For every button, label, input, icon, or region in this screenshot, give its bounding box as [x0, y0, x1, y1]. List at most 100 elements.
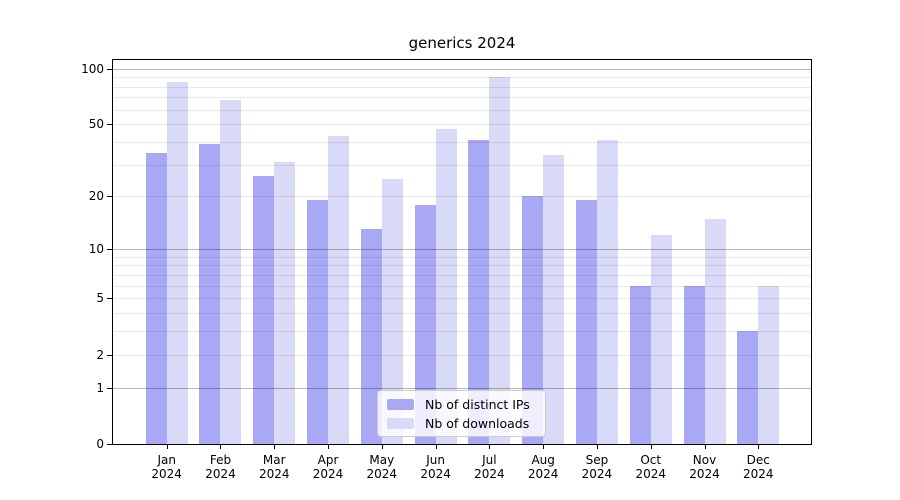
month-label: Dec: [746, 453, 770, 467]
bar-distinct-ips-dec: [737, 331, 759, 444]
x-tick-label-apr: Apr 2024: [300, 453, 356, 481]
x-tick-label-oct: Oct 2024: [623, 453, 679, 481]
month-label: May: [369, 453, 395, 467]
bar-downloads-aug: [543, 154, 565, 444]
gridline-major: [113, 68, 811, 70]
bar-distinct-ips-sep: [575, 200, 597, 444]
month-label: Jan: [157, 453, 176, 467]
month-label: Sep: [585, 453, 609, 467]
bar-distinct-ips-jun: [414, 204, 436, 444]
x-tick-mark-sep: [597, 445, 598, 449]
y-tick-label-1: 1: [96, 380, 104, 395]
year-label: 2024: [689, 467, 720, 481]
gridline-minor: [113, 196, 811, 198]
legend-label-distinct-ips: Nb of distinct IPs: [425, 396, 530, 412]
plot-area: Nb of distinct IPs Nb of downloads: [112, 59, 812, 445]
year-label: 2024: [527, 467, 559, 481]
x-tick-label-may: May 2024: [354, 453, 410, 481]
x-tick-mark-dec: [758, 445, 759, 449]
bar-distinct-ips-nov: [683, 285, 705, 444]
y-tick-label-10: 10: [88, 242, 104, 256]
x-tick-label-jan: Jan 2024: [139, 453, 195, 481]
year-label: 2024: [258, 467, 290, 481]
x-tick-mark-oct: [651, 445, 652, 449]
gridline-major: [113, 249, 811, 250]
legend-swatch-distinct-ips: [387, 398, 414, 410]
bar-distinct-ips-oct: [629, 285, 651, 444]
bar-downloads-dec: [758, 285, 780, 444]
year-label: 2024: [635, 467, 666, 481]
gridline-minor: [113, 354, 811, 356]
bar-distinct-ips-mar: [253, 175, 275, 444]
bar-distinct-ips-aug: [522, 196, 544, 444]
y-tick-label-100: 100: [81, 61, 104, 76]
x-tick-label-nov: Nov 2024: [677, 453, 733, 481]
x-tick-label-mar: Mar 2024: [246, 453, 302, 481]
bar-distinct-ips-jan: [145, 152, 167, 444]
bar-distinct-ips-jul: [468, 140, 490, 444]
y-tick-label-0: 0: [96, 437, 104, 451]
x-tick-mark-mar: [274, 445, 275, 449]
bar-downloads-mar: [274, 162, 296, 444]
y-tick-mark-20: [107, 196, 112, 198]
x-tick-label-jul: Jul 2024: [461, 453, 517, 481]
month-label: Jun: [426, 453, 445, 467]
y-tick-label-5: 5: [96, 291, 104, 306]
y-tick-label-50: 50: [88, 117, 104, 132]
gridline-major: [113, 387, 811, 389]
x-tick-mark-jan: [167, 445, 168, 449]
legend-label-downloads: Nb of downloads: [425, 415, 530, 431]
y-tick-mark-2: [107, 354, 112, 356]
month-label: Mar: [262, 453, 286, 467]
bar-downloads-feb: [220, 99, 242, 444]
bar-distinct-ips-may: [360, 229, 382, 444]
y-tick-mark-1: [107, 387, 112, 389]
legend-item-downloads: Nb of downloads: [387, 417, 536, 430]
year-label: 2024: [312, 467, 344, 481]
x-tick-mark-aug: [543, 445, 544, 449]
x-tick-mark-nov: [705, 445, 706, 449]
y-tick-mark-0: [107, 444, 112, 445]
year-label: 2024: [420, 467, 451, 481]
gridline-minor: [113, 298, 811, 300]
month-label: Apr: [317, 453, 339, 467]
year-label: 2024: [151, 467, 182, 481]
gridline-minor: [113, 86, 811, 88]
gridline-minor: [113, 97, 811, 99]
month-label: Feb: [209, 453, 232, 467]
y-tick-mark-100: [107, 68, 112, 70]
bar-downloads-oct: [650, 235, 672, 444]
x-tick-mark-jul: [489, 445, 490, 449]
legend: Nb of distinct IPs Nb of downloads: [377, 390, 546, 437]
gridline-minor: [113, 274, 811, 276]
gridline-minor: [113, 109, 811, 111]
y-tick-mark-5: [107, 298, 112, 300]
x-tick-label-jun: Jun 2024: [408, 453, 464, 481]
y-tick-label-2: 2: [96, 347, 104, 362]
gridline-minor: [113, 285, 811, 287]
x-tick-label-dec: Dec 2024: [730, 453, 786, 481]
chart-title: generics 2024: [408, 34, 516, 52]
legend-item-distinct-ips: Nb of distinct IPs: [387, 398, 536, 411]
bar-distinct-ips-feb: [199, 144, 221, 444]
gridline-minor: [113, 124, 811, 126]
year-label: 2024: [474, 467, 505, 481]
month-label: Aug: [531, 453, 555, 467]
bar-downloads-sep: [596, 140, 618, 444]
y-tick-mark-50: [107, 124, 112, 126]
legend-swatch-downloads: [387, 417, 414, 429]
gridline-minor: [113, 256, 811, 258]
bar-downloads-jan: [166, 81, 188, 444]
y-tick-label-20: 20: [88, 189, 104, 204]
x-tick-mark-apr: [328, 445, 329, 449]
bar-downloads-jul: [489, 77, 511, 444]
x-tick-label-sep: Sep 2024: [569, 453, 625, 481]
bar-downloads-may: [381, 179, 403, 444]
gridline-minor: [113, 77, 811, 79]
month-label: Oct: [640, 453, 662, 467]
year-label: 2024: [205, 467, 236, 481]
x-tick-mark-jun: [436, 445, 437, 449]
bar-downloads-jun: [435, 129, 457, 444]
gridline-minor: [113, 164, 811, 166]
x-tick-label-feb: Feb 2024: [192, 453, 248, 481]
